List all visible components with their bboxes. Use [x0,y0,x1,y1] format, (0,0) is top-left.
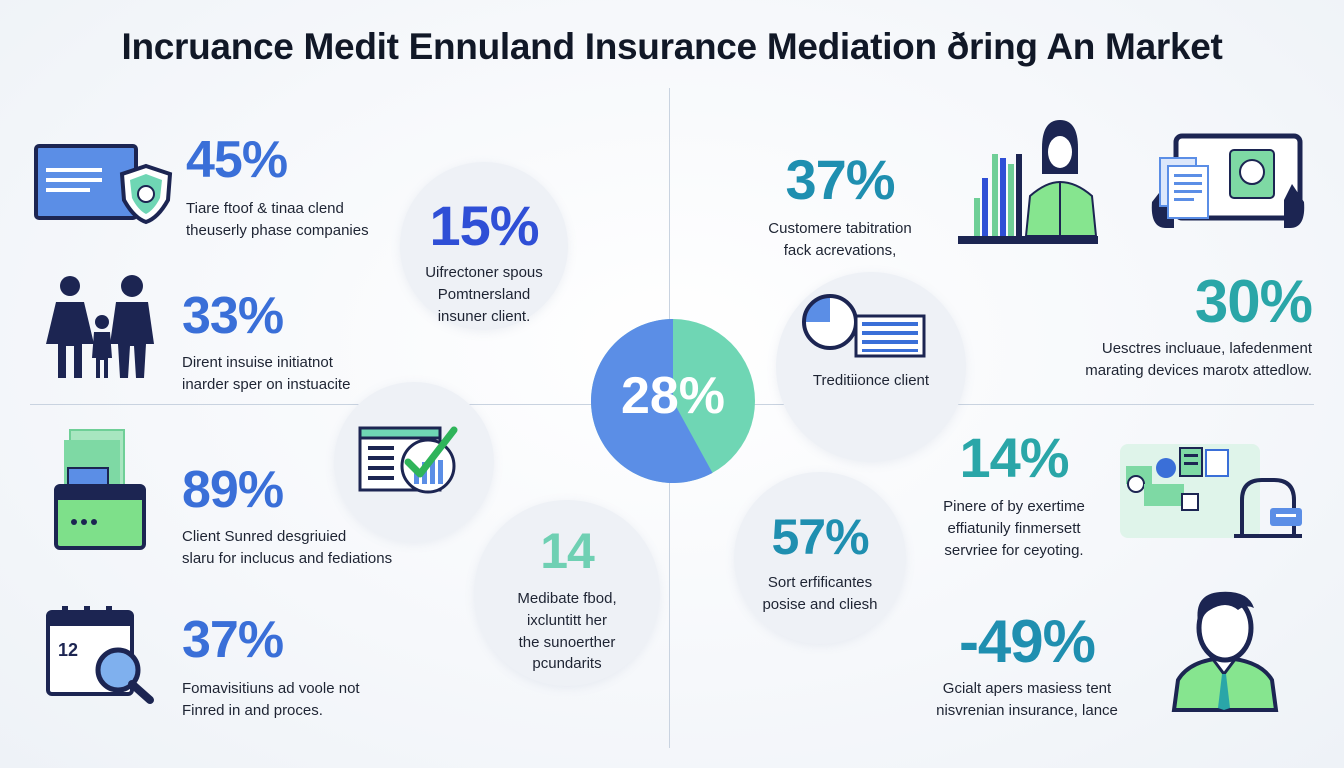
bubble-14-line4: pcundarits [532,655,602,673]
bubble-14-value: 14 [540,523,595,579]
stat-right-37-line1: Customere tabitration [768,220,912,237]
stat-right-14-value: 14% [959,426,1069,489]
stat-left-45-line1: Tiare ftoof & tinaa clend [186,200,344,217]
stat-left-37-value: 37% [182,611,284,669]
stat-right-14-line1: Pinere of by exertime [943,498,1085,515]
bubble-14-line3: the sunoerther [518,633,616,651]
bubble-57-content: 57% Sort erfificantes posise and cliesh [734,512,906,616]
bubble-15-content: 15% Uifrectoner spous Pomtnersland insun… [400,198,568,327]
bubble-pie-doc-label: Treditiionce client [812,372,930,389]
stat-right-30-line2: marating devices marotx attedlow. [1085,361,1312,379]
person-tie-icon [1171,591,1279,712]
bubble-57-line1: Sort erfificantes [767,574,873,591]
wallet-documents-icon [54,429,146,550]
bubble-57 [734,472,906,644]
stat-left-33-line1: Dirent insuise initiatnot [182,354,333,371]
stat-right-37-line2: fack acrevations, [783,241,897,259]
stat-right-37-value: 37% [785,148,895,211]
bubble-14-line1: Medibate fbod, [517,590,617,607]
stat-right-neg49-line1: Gcialt apers masiess tent [942,680,1112,697]
stat-left-33: 33% Dirent insuise initiatnot inarder sp… [182,290,350,396]
center-value: 28% [620,367,726,425]
stat-left-45: 45% Tiare ftoof & tinaa clend theuserly … [186,134,369,242]
devices-network-icon [1120,444,1302,538]
bubble-15-line3: insuner client. [437,307,531,325]
stat-left-89-value: 89% [182,461,284,519]
stat-left-45-line2: theuserly phase companies [186,221,369,239]
stat-left-33-line2: inarder sper on instuacite [182,375,351,393]
calendar-search-icon [46,606,154,704]
presenter-chart-icon [958,120,1098,244]
bubble-14 [474,500,660,686]
family-icon [46,275,154,378]
stat-right-14-line2: effiatunily finmersett [947,519,1081,537]
laptop-shield-icon [34,144,173,225]
page-title: Incruance Medit Ennuland Insurance Media… [121,26,1223,67]
bubble-14-content: 14 Medibate fbod, ixcluntitt her the sun… [474,526,660,675]
bubble-15-value: 15% [429,194,539,257]
bubble-57-value: 57% [771,509,869,565]
bubble-57-line2: posise and cliesh [762,595,878,613]
bubble-15-line2: Pomtnersland [437,285,531,303]
checklist-chart-icon [358,426,458,494]
stat-right-neg49: -49% Gcialt apers masiess tent nisvrenia… [918,612,1136,722]
stat-right-neg49-line2: nisvrenian insurance, lance [936,701,1118,719]
tablet-documents-icon [1151,133,1305,228]
pie-document-icon [802,294,926,358]
stat-right-37: 37% Customere tabitration fack acrevatio… [752,152,928,262]
stat-left-37-line1: Fomavisitiuns ad voole not [182,680,360,697]
stat-right-30-value: 30% [1194,268,1313,335]
calendar-number: 12 [58,640,79,660]
pie-slice-left [591,319,713,483]
stat-left-33-value: 33% [182,287,284,345]
bubble-14-line2: ixcluntitt her [526,611,608,629]
stat-left-45-value: 45% [186,131,288,189]
stat-right-14: 14% Pinere of by exertime effiatunily fi… [930,430,1098,561]
stat-left-89: 89% Client Sunred desgriuied slaru for i… [182,464,392,570]
bubble-15-line1: Uifrectoner spous [425,264,543,281]
stat-right-14-line3: servriee for ceyoting. [944,541,1084,559]
stat-left-89-line2: slaru for inclucus and fediations [182,549,393,567]
stat-left-89-line1: Client Sunred desgriuied [182,528,347,545]
stat-right-30: 30% Uesctres incluaue, lafedenment marat… [1042,268,1313,382]
bubble-pie-doc [776,272,966,462]
stat-left-37-line2: Finred in and proces. [182,701,323,719]
stat-left-37: 37% Fomavisitiuns ad voole not Finred in… [182,614,360,722]
center-pie-chart [591,319,755,483]
stat-right-30-line1: Uesctres incluaue, lafedenment [1101,340,1312,357]
stat-right-neg49-value: -49% [958,608,1096,675]
bubble-15 [400,162,568,330]
